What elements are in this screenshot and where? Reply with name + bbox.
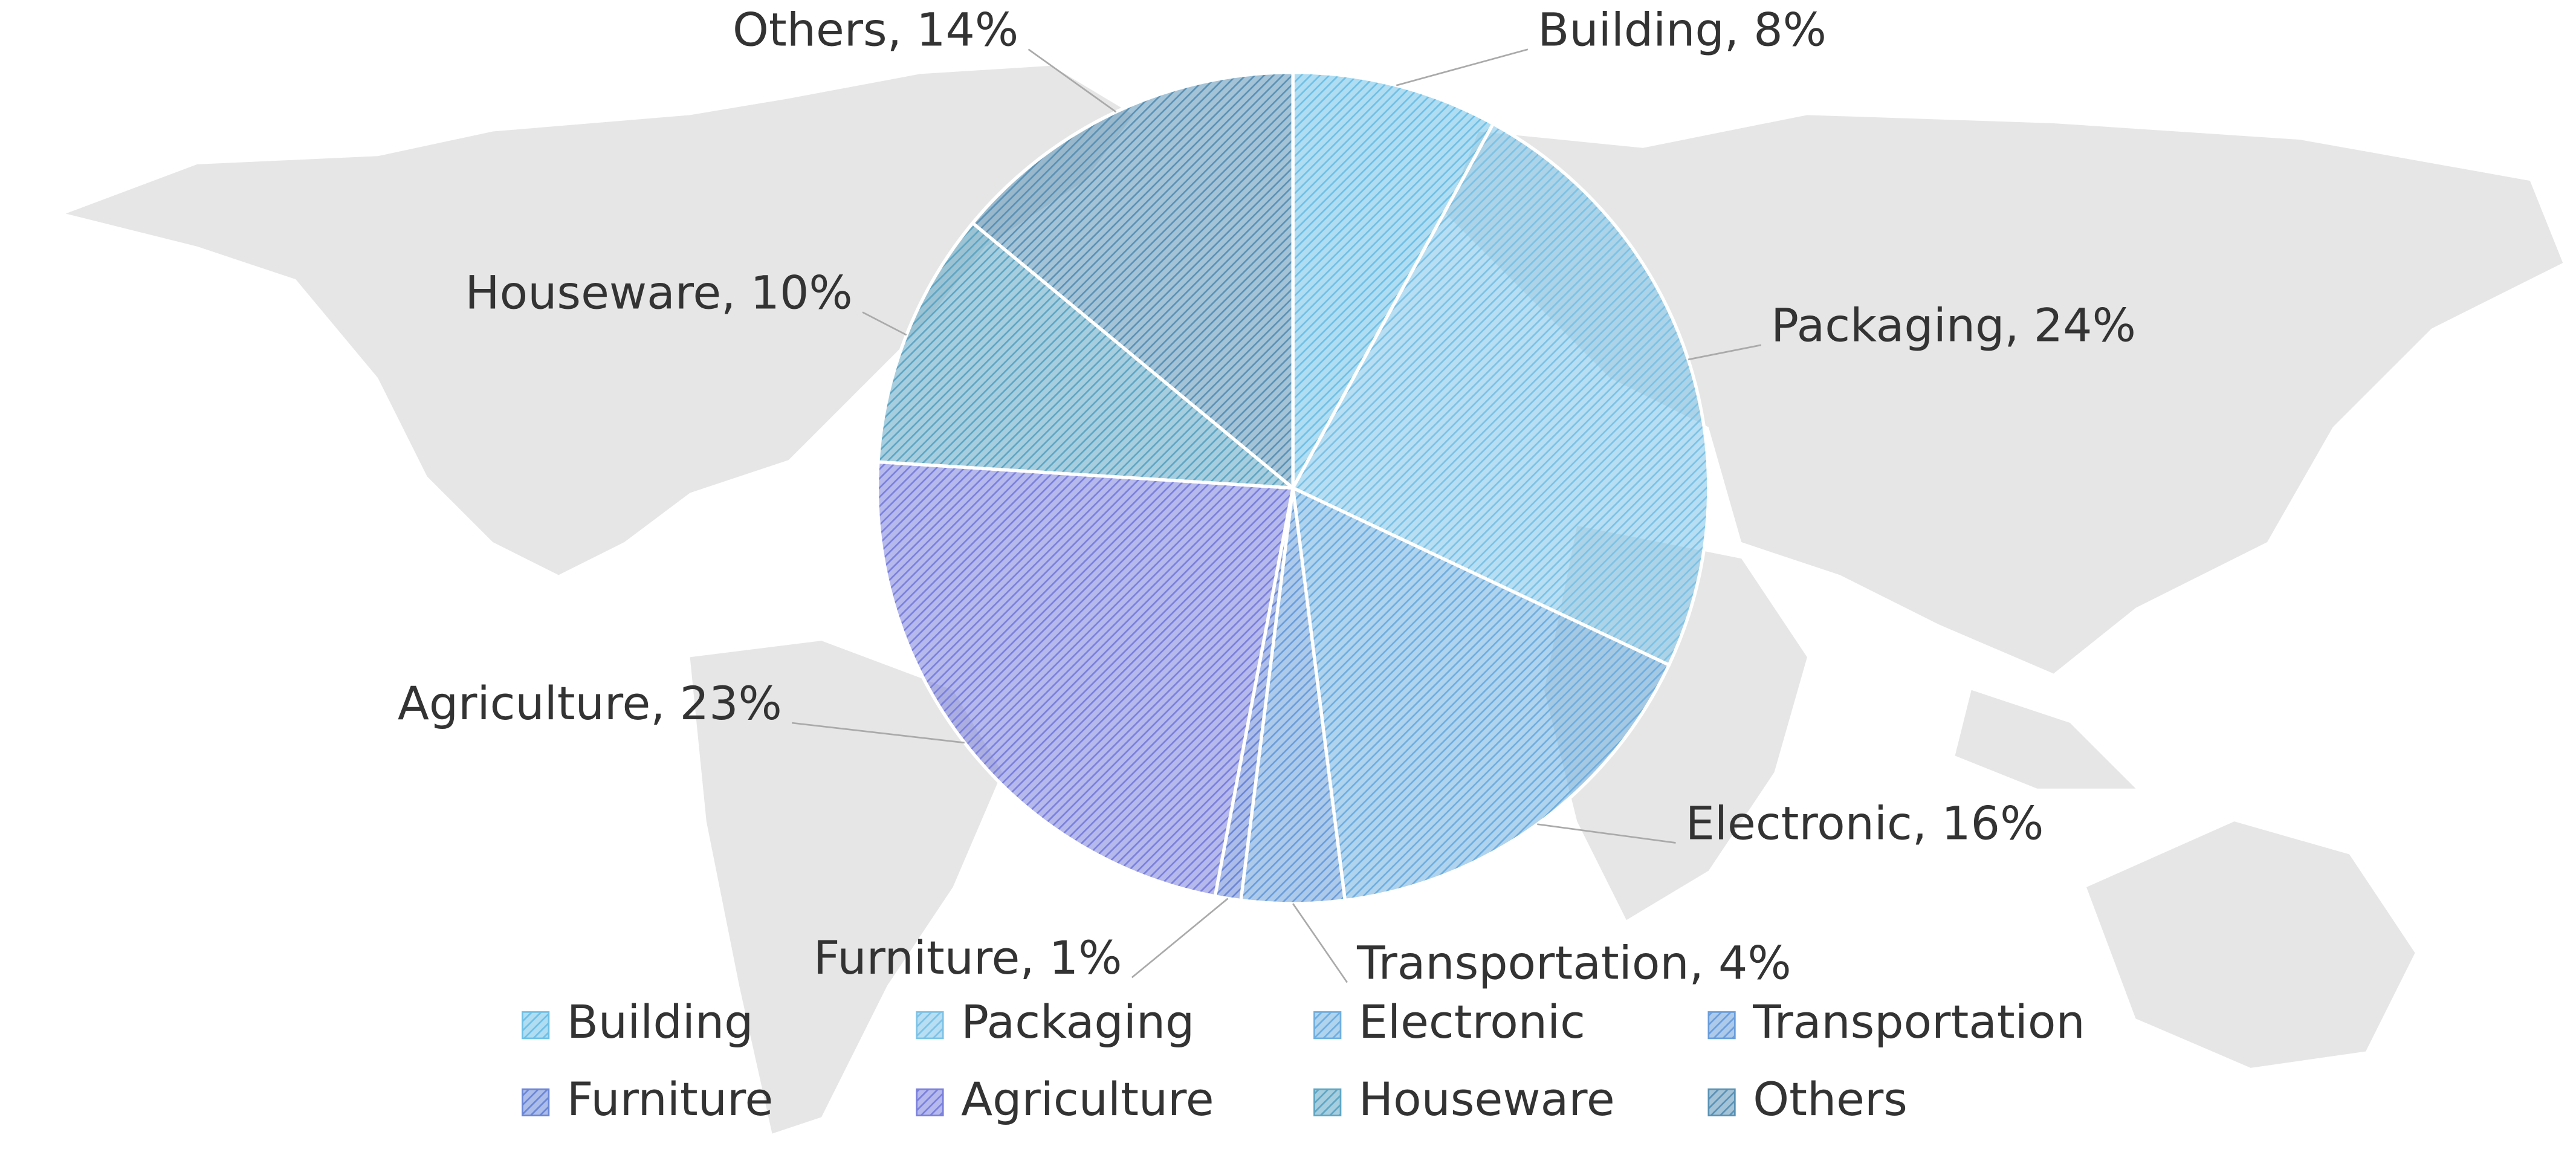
data-label: Furniture, 1% xyxy=(814,931,1122,985)
legend-label: Agriculture xyxy=(961,1072,1214,1126)
data-label: Electronic, 16% xyxy=(1686,796,2044,850)
data-label: Transportation, 4% xyxy=(1356,936,1791,989)
data-label: Agriculture, 23% xyxy=(398,676,782,730)
leader-line xyxy=(791,722,965,744)
legend-label: Packaging xyxy=(961,995,1194,1049)
legend-swatch xyxy=(522,1011,550,1040)
pie-slice xyxy=(1290,121,1710,667)
legend-swatch xyxy=(1707,1011,1736,1040)
legend-swatch xyxy=(1707,1088,1736,1117)
legend-label: Houseware xyxy=(1359,1072,1615,1126)
leader-line xyxy=(1131,898,1229,979)
data-label: Building, 8% xyxy=(1538,2,1827,56)
pie-slice xyxy=(1290,485,1672,902)
data-label: Houseware, 10% xyxy=(465,265,852,319)
leader-line xyxy=(1027,48,1117,113)
legend-swatch xyxy=(1313,1088,1342,1117)
legend-swatch xyxy=(522,1088,550,1117)
legend-label: Others xyxy=(1753,1072,1908,1126)
legend-label: Furniture xyxy=(567,1072,774,1126)
legend-label: Transportation xyxy=(1752,995,2085,1049)
data-label: Others, 14% xyxy=(733,2,1018,56)
leader-line xyxy=(862,311,907,336)
legend-label: Electronic xyxy=(1359,995,1585,1049)
leader-line xyxy=(1396,48,1529,86)
world-map-background xyxy=(65,65,2563,1134)
leader-line xyxy=(1537,823,1676,844)
leader-line xyxy=(1688,344,1762,361)
legend-swatch xyxy=(916,1088,944,1117)
legend-swatch xyxy=(1313,1011,1342,1040)
legend-swatch xyxy=(916,1011,944,1040)
leader-line xyxy=(1292,903,1348,983)
legend-label: Building xyxy=(567,995,754,1049)
data-label: Packaging, 24% xyxy=(1771,299,2136,352)
